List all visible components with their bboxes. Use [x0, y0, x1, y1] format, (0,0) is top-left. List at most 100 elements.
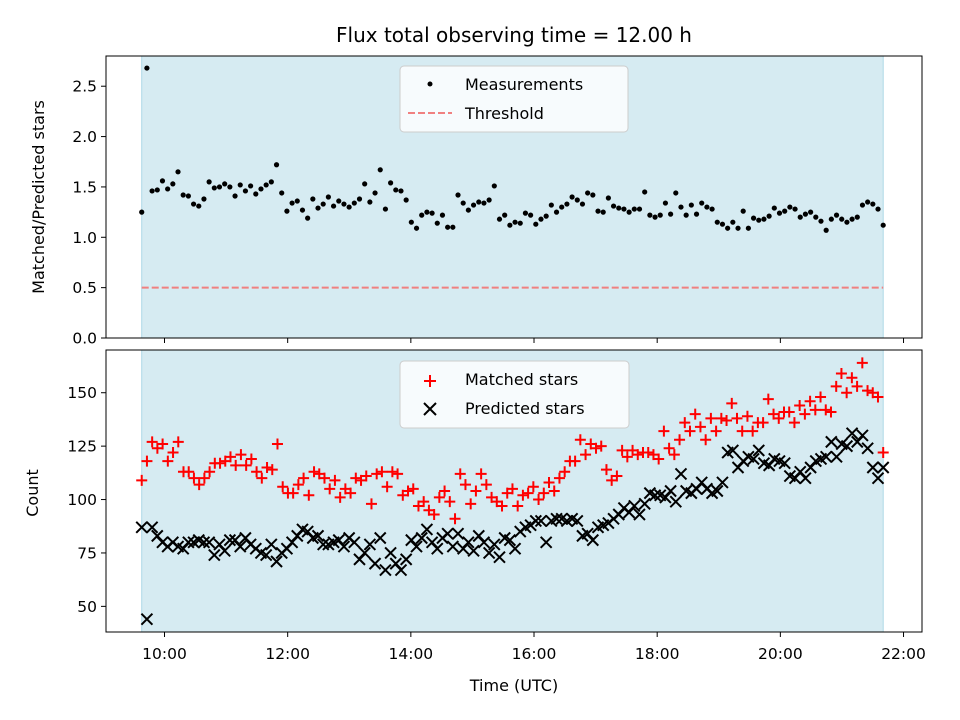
- x-tick-label: 22:00: [881, 645, 926, 663]
- measurement-point: [330, 203, 337, 209]
- predicted-star-point: [628, 499, 641, 513]
- measurement-point: [678, 204, 684, 210]
- measurement-point: [517, 220, 523, 226]
- matched-star-point: [386, 466, 398, 478]
- bottom-panel-frame: [105, 349, 923, 633]
- measurement-point: [222, 181, 228, 187]
- matched-star-point: [684, 425, 696, 437]
- measurement-point: [346, 204, 352, 210]
- predicted-star-point: [876, 461, 890, 474]
- measurement-point: [533, 221, 539, 227]
- measurement-point: [305, 215, 311, 221]
- top-y-axis-label: Matched/Predicted stars: [29, 100, 48, 294]
- predicted-star-point: [674, 467, 688, 481]
- measurement-point: [595, 208, 601, 214]
- matched-star-point: [198, 472, 210, 484]
- measurement-point: [242, 188, 249, 194]
- matched-star-point: [731, 412, 743, 424]
- matched-star-point: [757, 417, 769, 429]
- predicted-star-point: [316, 538, 330, 551]
- chart-title: Flux total observing time = 12.00 h: [336, 23, 692, 47]
- measurement-point: [315, 205, 321, 211]
- predicted-star-point: [845, 427, 859, 440]
- measurement-point: [372, 190, 378, 196]
- matched-star-point: [820, 404, 832, 416]
- measurement-point: [351, 200, 357, 206]
- matched-star-point: [251, 466, 263, 478]
- y-tick-label: 50: [77, 598, 97, 616]
- measurement-point: [828, 216, 834, 222]
- measurement-point: [268, 179, 274, 185]
- predicted-star-point: [503, 533, 517, 547]
- matched-star-point: [365, 498, 377, 510]
- predicted-star-point: [856, 429, 869, 442]
- measurement-point: [190, 201, 197, 207]
- measurement-point: [579, 201, 586, 207]
- measurement-point: [745, 225, 751, 231]
- measurement-point: [273, 162, 280, 168]
- matched-star-point: [433, 491, 445, 503]
- matched-star-point: [240, 459, 252, 471]
- measurement-point: [802, 211, 809, 217]
- measurement-point: [559, 204, 565, 210]
- matched-star-point: [522, 487, 534, 499]
- matched-star-point: [256, 472, 268, 484]
- matched-star-point: [815, 391, 827, 403]
- matched-star-point: [783, 406, 795, 418]
- measurement-point: [553, 209, 560, 215]
- measurement-point: [341, 201, 347, 207]
- measurement-point: [839, 216, 845, 222]
- measurement-point: [144, 65, 150, 71]
- matched-star-point: [830, 380, 842, 392]
- measurement-point: [823, 227, 829, 233]
- matched-star-point: [689, 408, 701, 420]
- measurement-point: [636, 206, 643, 212]
- measurement-point: [439, 212, 446, 218]
- measurement-point: [605, 195, 611, 201]
- matched-star-point: [747, 425, 759, 437]
- measurement-point: [688, 202, 694, 208]
- measurement-point: [216, 184, 223, 190]
- predicted-star-point: [399, 553, 413, 566]
- matched-star-point: [183, 466, 195, 478]
- matched-star-point: [449, 513, 461, 525]
- measurement-point: [683, 212, 689, 218]
- measurement-point: [761, 216, 767, 222]
- matched-star-point: [611, 470, 623, 482]
- measurement-point: [367, 199, 373, 205]
- measurement-point: [657, 212, 663, 218]
- matched-star-point: [674, 434, 686, 446]
- legend-marker-measurements: [427, 81, 433, 87]
- predicted-star-point: [866, 461, 880, 474]
- predicted-star-points: [135, 427, 890, 626]
- matched-star-point: [459, 479, 471, 491]
- matched-star-point: [543, 476, 555, 488]
- predicted-star-point: [394, 563, 408, 577]
- measurement-point: [719, 221, 726, 227]
- matched-star-point: [862, 385, 874, 397]
- measurement-point: [875, 206, 881, 212]
- matched-star-point: [658, 425, 670, 437]
- predicted-star-point: [441, 527, 454, 540]
- measurement-point: [248, 183, 254, 189]
- predicted-star-point: [379, 563, 392, 577]
- matched-star-point: [496, 500, 508, 512]
- matched-star-point: [402, 485, 414, 497]
- measurement-point: [159, 178, 166, 184]
- matched-star-point: [162, 455, 174, 467]
- predicted-star-point: [140, 612, 154, 626]
- measurement-point: [185, 193, 191, 199]
- predicted-star-point: [270, 555, 283, 568]
- matched-star-point: [146, 436, 158, 448]
- matched-star-point: [574, 434, 586, 446]
- matched-star-point: [318, 472, 330, 484]
- predicted-star-point: [716, 476, 729, 489]
- predicted-star-point: [493, 551, 506, 564]
- matched-star-point: [548, 485, 560, 497]
- predicted-star-point: [752, 444, 765, 457]
- matched-star-point: [470, 485, 482, 497]
- matched-star-point: [642, 447, 654, 459]
- matched-star-point: [214, 457, 226, 469]
- measurement-point: [356, 196, 363, 202]
